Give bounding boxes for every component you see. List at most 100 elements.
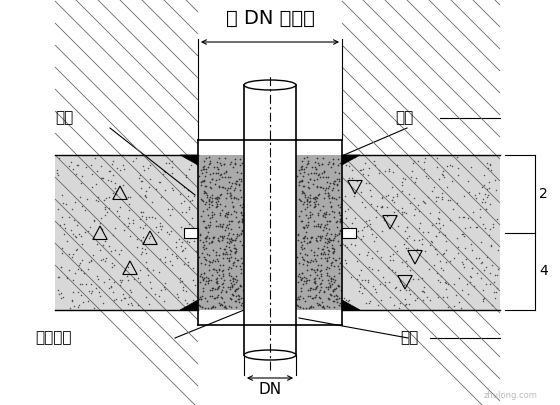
Point: [389, 302, 398, 308]
Point: [238, 303, 247, 310]
Point: [226, 191, 235, 198]
Point: [308, 304, 317, 310]
Point: [296, 273, 305, 280]
Point: [434, 176, 443, 183]
Point: [377, 195, 386, 202]
Point: [436, 264, 445, 271]
Point: [196, 182, 205, 188]
Point: [101, 212, 110, 219]
Point: [296, 285, 305, 291]
Point: [454, 172, 463, 178]
Point: [344, 298, 353, 304]
Point: [420, 248, 429, 254]
Point: [204, 239, 213, 246]
Point: [234, 256, 243, 263]
Point: [199, 277, 208, 283]
Point: [321, 185, 330, 191]
Point: [235, 162, 244, 168]
Polygon shape: [342, 155, 360, 165]
Point: [472, 224, 480, 231]
Point: [227, 296, 236, 302]
Point: [70, 303, 79, 309]
Point: [340, 242, 349, 248]
Point: [402, 235, 411, 242]
Point: [320, 249, 329, 255]
Point: [318, 185, 327, 192]
Point: [96, 175, 105, 181]
Point: [235, 180, 244, 187]
Point: [340, 294, 349, 301]
Point: [315, 171, 324, 177]
Point: [388, 267, 396, 274]
Point: [234, 231, 243, 238]
Point: [71, 171, 80, 177]
Point: [342, 162, 351, 168]
Point: [207, 287, 216, 294]
Point: [327, 259, 336, 265]
Point: [232, 230, 241, 237]
Point: [393, 192, 402, 199]
Point: [203, 192, 212, 198]
Point: [198, 304, 207, 310]
Point: [298, 261, 307, 267]
Point: [330, 248, 339, 254]
Point: [184, 220, 193, 227]
Point: [216, 221, 225, 227]
Point: [306, 247, 315, 254]
Point: [219, 271, 228, 277]
Point: [459, 264, 468, 270]
Point: [323, 303, 332, 309]
Point: [209, 211, 218, 217]
Point: [143, 154, 152, 161]
Point: [86, 257, 95, 263]
Point: [137, 212, 146, 219]
Point: [329, 160, 338, 166]
Point: [418, 198, 427, 204]
Point: [216, 191, 225, 198]
Point: [305, 176, 314, 182]
Point: [136, 279, 145, 285]
Bar: [198, 155, 342, 310]
Point: [486, 161, 494, 167]
Point: [93, 168, 102, 174]
Point: [230, 254, 239, 261]
Point: [295, 178, 304, 185]
Point: [129, 275, 138, 282]
Point: [206, 160, 214, 166]
Point: [110, 297, 119, 303]
Point: [311, 202, 320, 209]
Point: [297, 166, 306, 172]
Point: [113, 208, 122, 214]
Point: [54, 273, 63, 280]
Text: 石棉水泥: 石棉水泥: [35, 330, 72, 345]
Point: [137, 178, 146, 184]
Point: [388, 196, 396, 203]
Point: [298, 165, 307, 172]
Point: [138, 225, 147, 231]
Point: [117, 277, 126, 283]
Point: [357, 267, 366, 273]
Point: [93, 241, 102, 247]
Point: [204, 229, 213, 236]
Point: [297, 158, 306, 164]
Point: [226, 265, 235, 271]
Point: [232, 304, 241, 311]
Point: [297, 218, 306, 224]
Point: [398, 258, 407, 265]
Point: [100, 237, 109, 244]
Point: [190, 230, 199, 237]
Point: [367, 230, 376, 237]
Point: [55, 222, 64, 228]
Point: [190, 298, 199, 304]
Point: [306, 234, 315, 241]
Point: [97, 163, 106, 169]
Point: [237, 270, 246, 277]
Point: [228, 275, 237, 282]
Point: [87, 287, 96, 294]
Point: [367, 266, 376, 273]
Point: [331, 233, 340, 239]
Point: [402, 209, 410, 216]
Point: [306, 292, 315, 299]
Point: [136, 193, 144, 199]
Point: [300, 155, 309, 161]
